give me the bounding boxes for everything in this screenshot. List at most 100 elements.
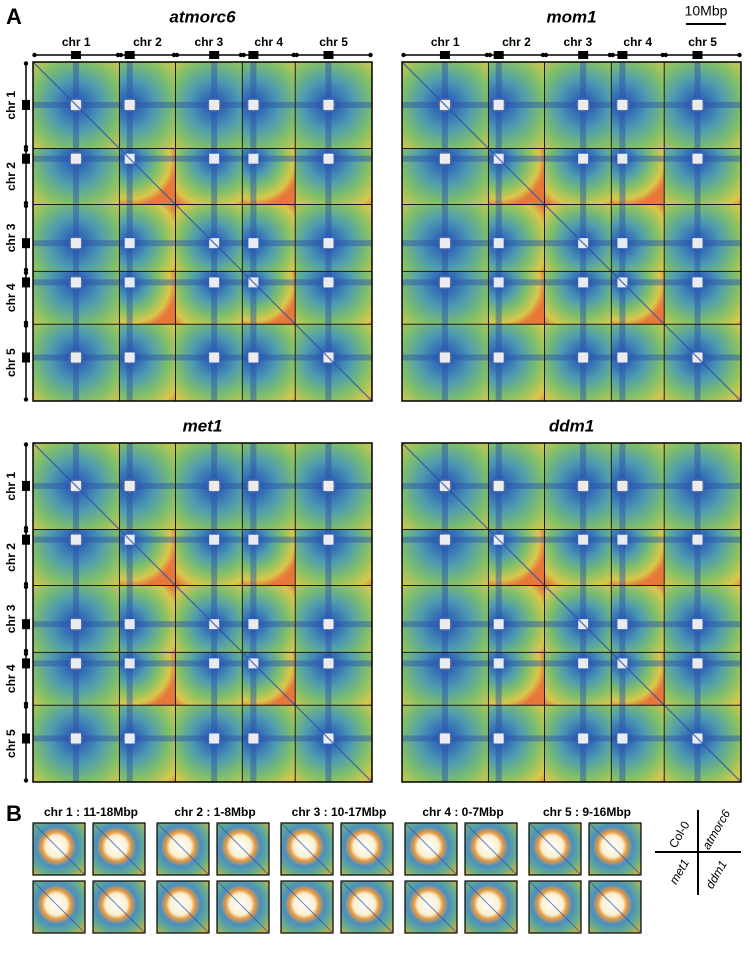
chr-end — [118, 52, 124, 58]
diagonal — [340, 880, 394, 934]
centromere-marker — [22, 99, 30, 110]
chr-label: chr 5 — [4, 729, 18, 758]
map-title: atmorc6 — [169, 7, 236, 26]
diagonal — [401, 442, 742, 783]
centromere-marker — [578, 51, 589, 59]
heatmap-block — [119, 585, 176, 653]
chr-label: chr 4 — [4, 283, 18, 312]
chr-end — [401, 52, 406, 58]
map-title: mom1 — [546, 7, 596, 26]
centromere-band — [402, 660, 741, 667]
heatmap-block — [175, 148, 243, 205]
chr-end — [241, 52, 247, 58]
chr-end — [23, 147, 29, 153]
heatmap-block — [664, 529, 741, 586]
interaction-spot — [617, 153, 628, 164]
heatmap-block — [119, 204, 176, 272]
heatmap-block — [611, 204, 665, 272]
interaction-spot — [248, 99, 259, 110]
interaction-spot — [124, 238, 135, 249]
diagonal — [92, 822, 146, 876]
diagonal — [588, 822, 642, 876]
interaction-spot — [578, 153, 589, 164]
diagonal — [92, 880, 146, 934]
heatmap-block — [242, 585, 296, 653]
heatmap-block — [175, 529, 243, 586]
interaction-spot — [323, 534, 334, 545]
chr-end — [23, 323, 29, 328]
interaction-spot — [439, 534, 450, 545]
centromere-band — [325, 443, 332, 782]
diagonal — [216, 880, 270, 934]
heatmap-block — [664, 62, 741, 149]
interaction-spot — [617, 99, 628, 110]
chr-label: chr 4 — [623, 35, 652, 49]
interaction-spot — [439, 733, 450, 744]
chr-end — [610, 52, 616, 58]
centromere-band — [495, 443, 502, 782]
centromere-band — [402, 482, 741, 489]
centromere-band — [580, 62, 587, 401]
chr-label: chr 1 — [431, 35, 460, 49]
heatmap-block — [402, 705, 489, 782]
chr-label: chr 2 — [133, 35, 162, 49]
diagonal — [464, 880, 518, 934]
heatmap-block — [488, 585, 545, 653]
chr-label: chr 3 — [4, 223, 18, 252]
interaction-spot — [493, 99, 504, 110]
interaction-spot — [439, 619, 450, 630]
map-title: met1 — [183, 416, 223, 435]
centromere-band — [33, 660, 372, 667]
interaction-spot — [323, 619, 334, 630]
interaction-spot — [124, 619, 135, 630]
interaction-spot — [493, 733, 504, 744]
heatmap-block — [544, 62, 612, 149]
chr-label: chr 3 — [564, 35, 593, 49]
centromere-band — [33, 279, 372, 286]
heatmap-frame — [401, 442, 742, 783]
chr-end — [294, 52, 299, 58]
chr-end — [663, 52, 668, 58]
heatmap-block — [295, 652, 372, 706]
interaction-spot — [248, 238, 259, 249]
legend-label: Col-0 — [666, 818, 693, 850]
region-label: chr 4 : 0-7Mbp — [422, 805, 503, 819]
heatmap-block — [664, 585, 741, 653]
centromere-band — [211, 62, 218, 401]
diagonal — [32, 442, 373, 783]
interaction-spot — [209, 99, 220, 110]
interaction-spot — [439, 153, 450, 164]
centromere-marker — [22, 153, 30, 164]
interaction-spot — [209, 277, 220, 288]
heatmap-block — [119, 324, 176, 401]
region-label: chr 5 : 9-16Mbp — [543, 805, 631, 819]
centromere-band — [402, 621, 741, 628]
centromere-band — [402, 240, 741, 247]
heatmap-block — [175, 324, 243, 401]
heatmap-block — [544, 529, 612, 586]
heatmap-block — [295, 271, 372, 325]
chr-end — [174, 52, 180, 58]
heatmap-block — [664, 652, 741, 706]
interaction-spot — [493, 238, 504, 249]
diagonal — [216, 822, 270, 876]
centromere-band — [580, 443, 587, 782]
interaction-spot — [617, 733, 628, 744]
heatmap — [32, 442, 373, 783]
heatmap-block — [664, 443, 741, 530]
diagonal — [340, 822, 394, 876]
heatmap-block — [175, 705, 243, 782]
heatmap-block — [544, 705, 612, 782]
heatmap-block — [544, 652, 612, 706]
interaction-spot — [692, 480, 703, 491]
diagonal — [32, 822, 86, 876]
centromere-marker — [248, 51, 259, 59]
interaction-spot — [209, 153, 220, 164]
chr-end — [487, 52, 493, 58]
interaction-spot — [617, 352, 628, 363]
chr-label: chr 1 — [4, 91, 18, 120]
heatmap-block — [402, 204, 489, 272]
interaction-spot — [209, 480, 220, 491]
heatmap-block — [544, 324, 612, 401]
